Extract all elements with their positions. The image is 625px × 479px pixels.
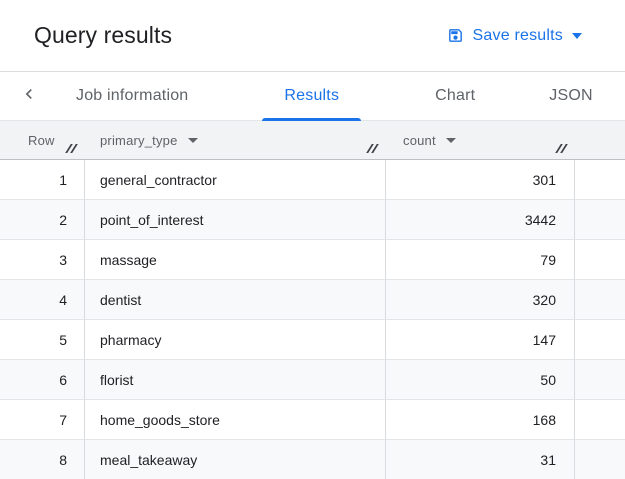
tab-json[interactable]: JSON (549, 87, 593, 104)
save-icon (447, 27, 464, 44)
cell-count: 31 (386, 440, 575, 479)
table-row: 2 point_of_interest 3442 (0, 200, 625, 240)
cell-count: 3442 (386, 200, 575, 239)
column-resize-handle[interactable] (555, 143, 570, 153)
cell-primary-type: general_contractor (85, 160, 386, 199)
column-header-count: count (386, 121, 575, 159)
cell-filler (575, 160, 625, 199)
cell-row-number: 7 (0, 400, 85, 439)
cell-count: 320 (386, 280, 575, 319)
table-row: 7 home_goods_store 168 (0, 400, 625, 440)
caret-down-icon[interactable] (445, 137, 456, 143)
table-row: 1 general_contractor 301 (0, 160, 625, 200)
cell-row-number: 8 (0, 440, 85, 479)
table-row: 5 pharmacy 147 (0, 320, 625, 360)
cell-primary-type: massage (85, 240, 386, 279)
tab-chart[interactable]: Chart (435, 87, 476, 104)
cell-primary-type: home_goods_store (85, 400, 386, 439)
table-row: 8 meal_takeaway 31 (0, 440, 625, 479)
table-row: 6 florist 50 (0, 360, 625, 400)
cell-row-number: 1 (0, 160, 85, 199)
cell-filler (575, 240, 625, 279)
table-body: 1 general_contractor 301 2 point_of_inte… (0, 160, 625, 479)
tab-results[interactable]: Results (262, 72, 361, 121)
cell-count: 301 (386, 160, 575, 199)
column-label-primary-type: primary_type (100, 132, 178, 148)
save-results-label: Save results (472, 26, 563, 44)
table-row: 3 massage 79 (0, 240, 625, 280)
cell-filler (575, 440, 625, 479)
cell-count: 168 (386, 400, 575, 439)
panel-header: Query results Save results (0, 0, 625, 71)
cell-count: 147 (386, 320, 575, 359)
chevron-left-icon (19, 84, 39, 109)
cell-count: 50 (386, 360, 575, 399)
cell-filler (575, 360, 625, 399)
cell-count: 79 (386, 240, 575, 279)
cell-row-number: 2 (0, 200, 85, 239)
column-label-count: count (403, 132, 436, 148)
column-header-primary-type: primary_type (85, 121, 386, 159)
column-resize-handle[interactable] (65, 143, 80, 153)
table-row: 4 dentist 320 (0, 280, 625, 320)
cell-primary-type: point_of_interest (85, 200, 386, 239)
cell-row-number: 6 (0, 360, 85, 399)
save-results-button[interactable]: Save results (447, 27, 582, 45)
column-header-filler (575, 121, 625, 159)
cell-row-number: 5 (0, 320, 85, 359)
tab-bar: Job information Results Chart JSON (0, 71, 625, 121)
cell-row-number: 3 (0, 240, 85, 279)
column-resize-handle[interactable] (366, 143, 381, 153)
cell-row-number: 4 (0, 280, 85, 319)
cell-primary-type: pharmacy (85, 320, 386, 359)
tabs-scroll-left-button[interactable] (14, 72, 44, 120)
table-header: Row primary_type count (0, 121, 625, 160)
column-label-row: Row (28, 132, 55, 148)
cell-primary-type: meal_takeaway (85, 440, 386, 479)
column-header-row: Row (0, 121, 85, 159)
cell-primary-type: dentist (85, 280, 386, 319)
cell-filler (575, 280, 625, 319)
cell-primary-type: florist (85, 360, 386, 399)
caret-down-icon (572, 32, 582, 39)
cell-filler (575, 400, 625, 439)
cell-filler (575, 320, 625, 359)
caret-down-icon[interactable] (187, 137, 198, 143)
cell-filler (575, 200, 625, 239)
tab-job-information[interactable]: Job information (76, 87, 189, 104)
page-title: Query results (34, 22, 173, 48)
